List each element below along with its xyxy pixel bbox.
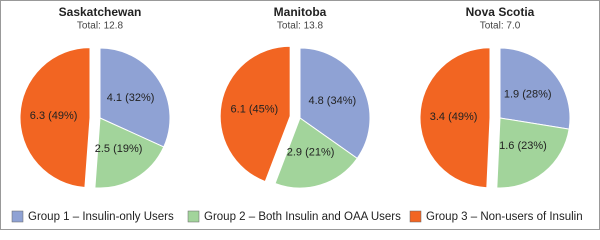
legend-label: Group 1 – Insulin-only Users [28, 211, 174, 223]
chart-title: Manitoba [274, 5, 327, 19]
pie-slice [499, 47, 571, 130]
chart-subtitle: Total: 7.0 [480, 21, 521, 32]
slice-label: 4.1 (32%) [107, 92, 155, 104]
pie-slice [496, 117, 570, 189]
legend-swatch [187, 210, 200, 223]
legend-label: Group 3 – Non-users of Insulin [426, 211, 583, 223]
slice-label: 1.6 (23%) [499, 140, 547, 152]
chart-title: Saskatchewan [59, 5, 142, 19]
slice-label: 3.4 (49%) [430, 111, 478, 123]
pie-slice [419, 47, 491, 189]
pie-slice [299, 47, 371, 160]
slice-label: 2.5 (19%) [95, 143, 143, 155]
chart-subtitle: Total: 12.8 [77, 21, 124, 32]
pie-slice [219, 45, 291, 183]
pie-slice [94, 117, 165, 189]
slice-label: 6.3 (49%) [30, 110, 78, 122]
pie-slice [99, 47, 171, 148]
legend-swatch [11, 210, 24, 223]
slice-label: 4.8 (34%) [308, 95, 356, 107]
chart-title: Nova Scotia [466, 5, 535, 19]
legend-swatch [409, 210, 422, 223]
pie-slice [274, 117, 358, 189]
slice-label: 1.9 (28%) [504, 88, 552, 100]
pie-slice [19, 47, 91, 188]
legend-label: Group 2 – Both Insulin and OAA Users [204, 211, 401, 223]
chart-subtitle: Total: 13.8 [277, 21, 324, 32]
slice-label: 2.9 (21%) [287, 147, 335, 159]
chart: Saskatchewan Total: 12.8 4.1 (32%) 2.5 (19%… [0, 0, 600, 230]
slice-label: 6.1 (45%) [231, 104, 279, 116]
